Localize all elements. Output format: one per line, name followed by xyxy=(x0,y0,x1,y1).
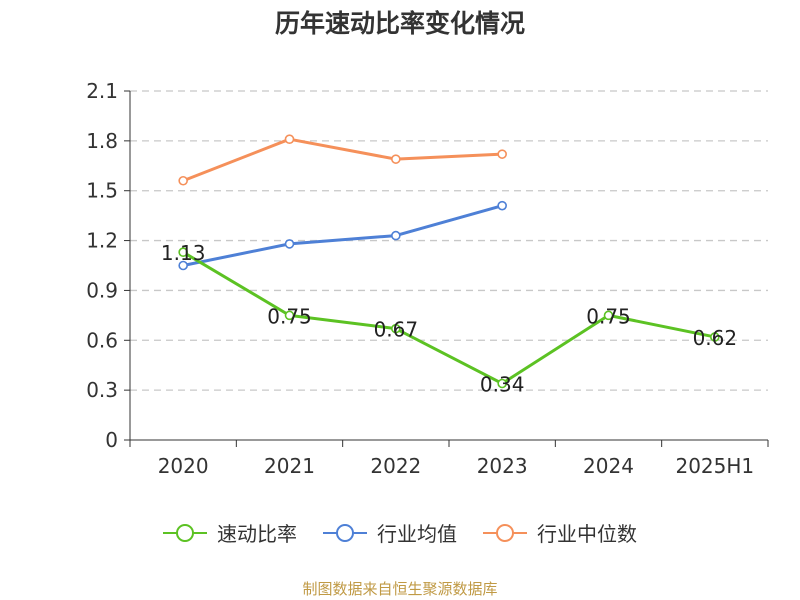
legend-marker-1 xyxy=(323,523,367,542)
data-point xyxy=(178,175,188,186)
legend: 速动比率 行业均值 行业中位数 xyxy=(0,518,800,547)
legend-marker-0 xyxy=(163,523,207,542)
data-label: 0.75 xyxy=(586,304,631,328)
y-tick-label: 0.3 xyxy=(86,378,118,402)
data-label: 0.62 xyxy=(693,326,738,350)
legend-item-1[interactable]: 行业均值 xyxy=(323,518,457,547)
series-line-0 xyxy=(182,250,716,385)
data-point xyxy=(497,149,507,159)
data-point xyxy=(284,134,295,144)
y-tick-label: 0 xyxy=(105,428,118,452)
legend-marker-2 xyxy=(483,523,527,542)
y-tick-label: 1.8 xyxy=(86,129,118,153)
series-line-2 xyxy=(182,137,503,183)
y-tick-label: 1.5 xyxy=(86,179,118,203)
data-point xyxy=(178,260,188,271)
data-label: 1.13 xyxy=(161,241,206,265)
chart-title: 历年速动比率变化情况 xyxy=(274,9,525,38)
x-tick-label: 2022 xyxy=(370,454,421,478)
data-label: 0.67 xyxy=(374,318,419,342)
data-point xyxy=(710,332,720,342)
data-point xyxy=(284,239,295,249)
data-point xyxy=(497,378,507,389)
y-tick-label: 0.9 xyxy=(86,278,118,302)
legend-label-2: 行业中位数 xyxy=(537,522,637,546)
y-tick-label: 0.6 xyxy=(86,328,118,352)
legend-item-2[interactable]: 行业中位数 xyxy=(483,518,637,547)
source-note: 制图数据来自恒生聚源数据库 xyxy=(302,580,498,598)
data-point xyxy=(497,200,507,211)
data-point xyxy=(391,154,401,164)
legend-item-0[interactable]: 速动比率 xyxy=(163,518,297,547)
x-tick-label: 2020 xyxy=(158,454,209,478)
data-point xyxy=(178,247,188,258)
legend-label-1: 行业均值 xyxy=(377,522,457,546)
series-line-1 xyxy=(182,204,503,267)
data-point xyxy=(603,310,614,321)
x-tick-label: 2025H1 xyxy=(675,454,754,478)
data-label: 0.34 xyxy=(480,372,525,396)
data-label: 0.75 xyxy=(267,304,312,328)
y-tick-label: 2.1 xyxy=(86,79,118,103)
y-tick-label: 1.2 xyxy=(86,229,118,253)
x-tick-label: 2023 xyxy=(477,454,528,478)
data-point xyxy=(391,323,401,334)
x-tick-label: 2021 xyxy=(264,454,315,478)
x-tick-label: 2024 xyxy=(583,454,634,478)
legend-label-0: 速动比率 xyxy=(217,522,297,546)
data-point xyxy=(391,230,401,241)
data-point xyxy=(284,310,295,321)
